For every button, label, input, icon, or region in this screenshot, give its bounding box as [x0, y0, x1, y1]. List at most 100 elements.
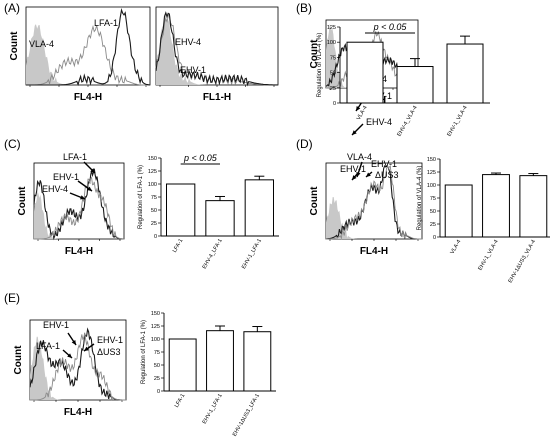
- y-tick-label: 50: [151, 208, 157, 214]
- x-axis-label: FL4-H: [64, 407, 92, 418]
- histogram-e-6: EHV-1 LFA-1 EHV-1 ΔUS3 Count FL4-H: [13, 319, 127, 418]
- histogram-a-1: VLA-4 LFA-1 Count FL4-H: [9, 6, 151, 103]
- isotype-fill: [34, 191, 124, 239]
- arrow-head: [366, 172, 371, 177]
- histogram-line-dark-2: [155, 11, 279, 87]
- arrow-head: [90, 168, 95, 173]
- y-tick-label: 25: [430, 222, 436, 228]
- histogram-line-light-2: [326, 164, 422, 240]
- isotype-fill: [26, 24, 150, 86]
- histogram-line-light-2: [34, 176, 125, 240]
- histogram-label: EHV-1: [180, 65, 206, 75]
- bar: [482, 174, 510, 238]
- y-tick-label: 0: [157, 389, 160, 395]
- bar: [244, 179, 274, 237]
- histogram-label: EHV-1: [43, 320, 69, 330]
- significance-label: p < 0.05: [183, 153, 218, 163]
- y-tick-label: 25: [151, 221, 157, 227]
- y-axis-label: Regulation of LFA-1 (%): [141, 320, 147, 384]
- y-tick-label: 50: [430, 209, 436, 215]
- histogram-label: VLA-4: [347, 152, 372, 162]
- y-tick-label: 125: [151, 324, 160, 330]
- x-axis-label: FL4-H: [74, 92, 102, 103]
- arrow-head: [71, 340, 76, 345]
- bar: [519, 175, 548, 238]
- histogram-label: EHV-1: [371, 159, 397, 169]
- y-axis-label: Regulation of VLA-4 (%): [317, 33, 323, 98]
- arrow-head: [84, 346, 89, 351]
- x-axis-label: FL1-H: [203, 92, 231, 103]
- bar: [446, 43, 484, 104]
- histogram-label: EHV-1: [340, 164, 366, 174]
- histogram-label: EHV-1: [53, 172, 79, 182]
- histogram-label: LFA-1: [63, 152, 87, 162]
- x-tick-label: EHV-1_VLA-4: [446, 105, 468, 138]
- panel-label-d: (D): [296, 137, 313, 151]
- y-tick-label: 100: [327, 40, 336, 46]
- bar: [205, 200, 235, 237]
- bar: [166, 183, 196, 237]
- histogram-label: EHV-1: [97, 335, 123, 345]
- significance-label: p < 0.05: [373, 22, 408, 32]
- y-axis-label: Count: [309, 39, 320, 69]
- y-tick-label: 100: [427, 183, 436, 189]
- y-tick-label: 75: [151, 195, 157, 201]
- y-tick-label: 150: [148, 156, 157, 162]
- arrow-head: [87, 186, 92, 191]
- arrow-head: [356, 106, 361, 111]
- histogram-label: EHV-4: [175, 37, 201, 47]
- y-tick-label: 125: [148, 169, 157, 175]
- histogram-label: ΔUS3: [97, 347, 121, 357]
- x-tick-label: EHV-1_LFA-1: [241, 238, 263, 270]
- x-axis-label: FL4-H: [65, 246, 93, 257]
- x-tick-label: EHV-1_LFA-1: [202, 393, 224, 425]
- y-tick-label: 100: [148, 182, 157, 188]
- x-tick-label: EHV-4_LFA-1: [202, 238, 224, 270]
- bar: [168, 338, 197, 392]
- histogram-label: EHV-4: [42, 184, 68, 194]
- histogram-label: LFA-1: [94, 18, 118, 28]
- histogram-label: LFA-1: [36, 341, 60, 351]
- isotype-fill: [326, 197, 422, 239]
- histogram-line-dark-1: [29, 327, 126, 401]
- panel-label-b: (B): [296, 1, 312, 15]
- y-axis-label: Regulation of VLA-4 (%): [417, 166, 423, 231]
- y-tick-label: 0: [333, 101, 336, 107]
- x-tick-label: EHV-4_VLA-4: [396, 105, 418, 138]
- bar: [444, 184, 473, 238]
- arrow-head: [352, 130, 357, 135]
- y-tick-label: 125: [427, 170, 436, 176]
- histogram-a-2: EHV-4 EHV-1 FL1-H: [155, 6, 279, 103]
- panel-label-e: (E): [4, 291, 20, 305]
- x-tick-label: EHV-1ΔUS3_LFA-1: [232, 393, 261, 438]
- y-tick-label: 0: [154, 234, 157, 240]
- histogram-line-dark-2: [26, 8, 151, 87]
- y-tick-label: 50: [330, 71, 336, 77]
- bar: [206, 330, 234, 392]
- y-tick-label: 0: [433, 235, 436, 241]
- histogram-label: ΔUS3: [375, 170, 399, 180]
- y-tick-label: 75: [330, 55, 336, 61]
- bar-chart-d: 0 25 50 75 100 125 150 Regulation of VLA-4 (%) V…: [417, 157, 550, 284]
- y-tick-label: 150: [427, 157, 436, 163]
- y-tick-label: 25: [154, 376, 160, 382]
- y-axis-label: Count: [309, 186, 320, 216]
- y-axis-label: Regulation of LFA-1 (%): [138, 165, 144, 229]
- x-tick-label: EHV-1ΔUS3_VLA-4: [508, 239, 538, 284]
- arrow-head: [352, 175, 357, 180]
- y-axis-label: Count: [13, 345, 24, 375]
- y-tick-label: 50: [154, 363, 160, 369]
- isotype-fill: [156, 13, 278, 85]
- panel-label-a: (A): [4, 1, 20, 15]
- bar: [396, 66, 434, 104]
- y-tick-label: 125: [327, 25, 336, 31]
- histogram-label: VLA-4: [29, 39, 54, 49]
- x-tick-label: EHV-1_VLA-4: [477, 239, 499, 272]
- y-axis-label: Count: [17, 186, 28, 216]
- y-tick-label: 150: [151, 311, 160, 317]
- y-tick-label: 75: [430, 196, 436, 202]
- bar: [346, 41, 384, 104]
- y-axis-label: Count: [9, 31, 20, 61]
- arrow-head: [80, 195, 85, 200]
